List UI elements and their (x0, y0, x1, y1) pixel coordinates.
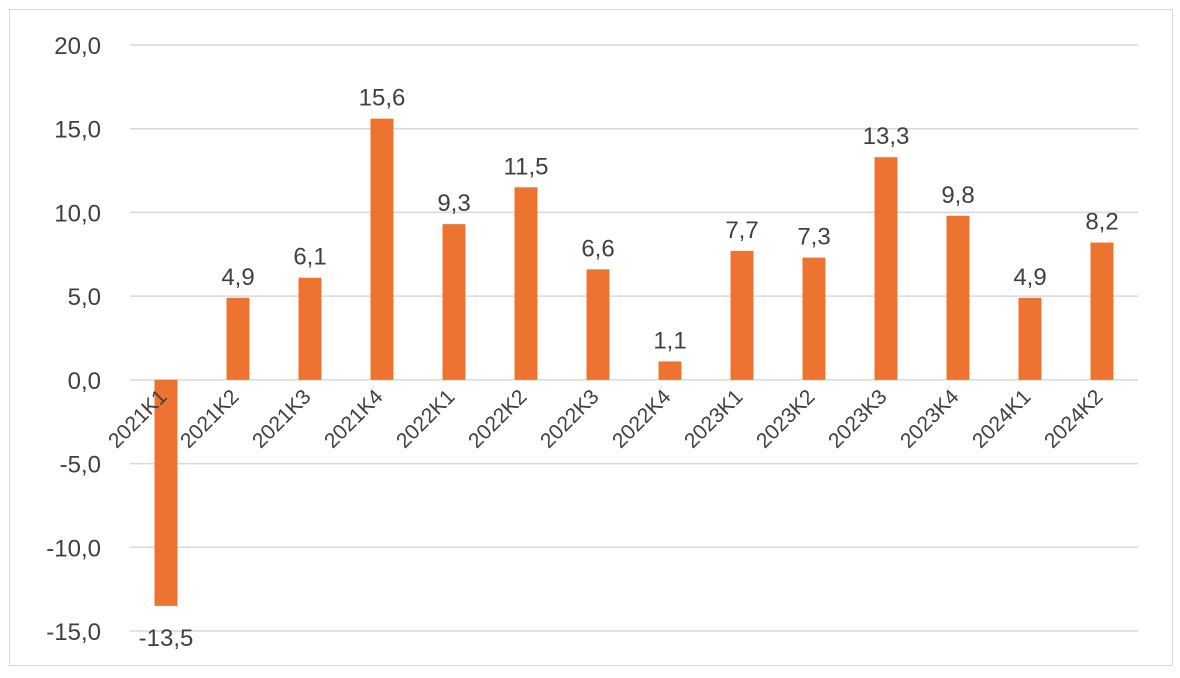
bar-2024k2 (1090, 242, 1114, 380)
y-tick-label: -15,0 (46, 619, 101, 646)
data-label: 6,6 (581, 235, 614, 262)
bar-2024k1 (1018, 297, 1042, 380)
bar-2021k2 (226, 297, 250, 380)
x-tick-label: 2023K2 (752, 385, 819, 452)
x-tick-label: 2023K1 (680, 385, 747, 452)
bar-2023k1 (730, 250, 754, 380)
y-tick-label: 15,0 (54, 117, 101, 144)
bar-2022k2 (514, 187, 538, 380)
y-tick-label: 20,0 (54, 33, 101, 60)
data-label: 7,3 (797, 224, 830, 251)
bar-2022k1 (442, 224, 466, 380)
x-tick-label: 2022K4 (608, 385, 676, 453)
data-label: 1,1 (653, 327, 686, 354)
data-label: 8,2 (1085, 209, 1118, 236)
data-label: -13,5 (139, 625, 194, 652)
data-label: 4,9 (1013, 264, 1046, 291)
data-label: 13,3 (863, 123, 910, 150)
bar-2023k4 (946, 215, 970, 380)
bar-2021k1 (154, 379, 178, 606)
y-tick-label: -5,0 (60, 452, 101, 479)
y-tick-label: -10,0 (46, 535, 101, 562)
data-label: 15,6 (359, 85, 406, 112)
x-tick-label: 2024K1 (968, 385, 1035, 452)
data-label: 6,1 (293, 244, 326, 271)
bar-2022k3 (586, 269, 610, 380)
data-label: 4,9 (221, 264, 254, 291)
x-tick-label: 2022K1 (392, 385, 459, 452)
data-label: 11,5 (504, 153, 549, 180)
data-label: 9,8 (941, 182, 974, 209)
bar-2021k4 (370, 118, 394, 380)
x-tick-label: 2021K2 (176, 385, 243, 452)
x-tick-label: 2023K4 (896, 385, 964, 453)
x-tick-label: 2022K3 (536, 385, 603, 452)
data-label: 9,3 (437, 190, 470, 217)
y-tick-label: 5,0 (68, 284, 101, 311)
bar-2021k3 (298, 277, 322, 380)
y-tick-label: 10,0 (54, 200, 101, 227)
x-tick-label: 2024K2 (1040, 385, 1107, 452)
x-tick-label: 2021K4 (320, 385, 388, 453)
y-tick-label: 0,0 (68, 368, 101, 395)
x-tick-label: 2021K3 (248, 385, 315, 452)
x-tick-label: 2023K3 (824, 385, 891, 452)
data-label: 7,7 (725, 217, 758, 244)
bar-2023k2 (802, 257, 826, 380)
bar-2022k4 (658, 361, 682, 380)
x-tick-label: 2022K2 (464, 385, 531, 452)
bar-2023k3 (874, 157, 898, 380)
